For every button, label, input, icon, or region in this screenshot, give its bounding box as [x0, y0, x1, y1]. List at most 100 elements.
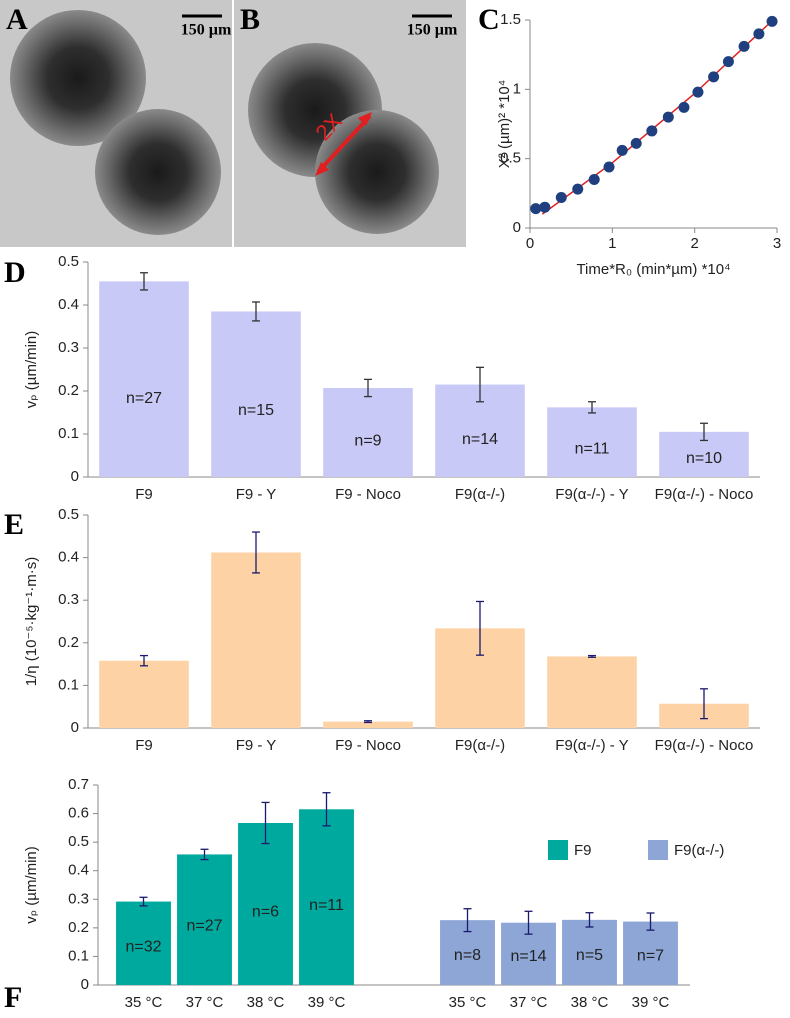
error-bar: [700, 688, 708, 720]
bar-annotation: n=14: [510, 948, 546, 965]
error-bar: [476, 366, 484, 403]
data-point: [753, 28, 765, 40]
y-tick-label: 0.6: [68, 805, 89, 822]
bar: [547, 656, 637, 728]
bar: [211, 552, 301, 728]
panel-label: C: [478, 3, 500, 36]
bar-annotation: n=32: [125, 939, 161, 956]
y-tick-label: 0.7: [68, 776, 89, 793]
bar: [238, 823, 293, 985]
x-tick-label: 2: [690, 235, 698, 252]
bar-annotation: n=9: [354, 433, 381, 450]
error-bar: [588, 401, 596, 414]
data-point: [603, 161, 615, 173]
bar: [323, 721, 413, 728]
y-tick-label: 0.1: [68, 947, 89, 964]
bar-annotation: n=15: [238, 402, 274, 419]
y-tick-label: 0.2: [68, 919, 89, 936]
y-tick-label: 0.4: [68, 862, 89, 879]
data-point: [616, 144, 628, 156]
bar: [116, 901, 171, 985]
y-tick-label: 0.5: [68, 833, 89, 850]
data-point: [722, 56, 734, 68]
legend-swatch: [648, 840, 668, 860]
y-axis-label: vₚ (µm/min): [23, 331, 40, 409]
y-axis-label: vₚ (µm/min): [23, 846, 40, 924]
bar: [299, 809, 354, 985]
error-bar: [364, 378, 372, 398]
bar-annotation: n=8: [454, 947, 481, 964]
bar-annotation: n=11: [575, 440, 610, 457]
error-bar: [200, 848, 209, 861]
y-tick-label: 0.4: [58, 549, 79, 566]
x-tick-label: 39 °C: [308, 994, 346, 1011]
x-tick-label: 35 °C: [125, 994, 163, 1011]
x-tick-label: 35 °C: [449, 994, 487, 1011]
data-point: [692, 86, 704, 98]
error-bar: [140, 654, 148, 667]
bar-annotation: n=27: [186, 917, 222, 934]
legend-label: F9(α-/-): [674, 842, 724, 859]
panel-label: A: [6, 3, 28, 36]
micrograph-b: [234, 0, 466, 247]
y-tick-label: 0.1: [58, 676, 79, 693]
y-axis-label: X² (µm)² *10⁴: [496, 80, 513, 168]
bar: [177, 854, 232, 985]
x-tick-label: F9(α-/-) - Noco: [655, 737, 754, 754]
panel-label: F: [4, 981, 22, 1014]
x-tick-label: F9 - Y: [236, 737, 277, 754]
x-tick-label: 38 °C: [571, 994, 609, 1011]
error-bar: [252, 301, 260, 322]
micrograph-a: [0, 0, 232, 247]
x-tick-label: F9: [135, 486, 153, 503]
legend-label: F9: [574, 842, 592, 859]
y-tick-label: 0.3: [58, 591, 79, 608]
y-tick-label: 0.4: [58, 296, 79, 313]
x-tick-label: 38 °C: [247, 994, 285, 1011]
error-bar: [463, 908, 472, 933]
data-point: [678, 101, 690, 113]
x-tick-label: 0: [526, 235, 534, 252]
x-tick-label: 39 °C: [632, 994, 670, 1011]
bar-annotation: n=14: [462, 431, 498, 448]
x-tick-label: 3: [773, 235, 781, 252]
y-tick-label: 0.5: [58, 253, 79, 270]
bar: [562, 919, 617, 985]
bar: [323, 387, 413, 477]
x-tick-label: F9(α-/-): [455, 486, 505, 503]
x-tick-label: F9 - Y: [236, 486, 277, 503]
y-tick-label: 0: [71, 468, 79, 485]
error-bar: [261, 801, 270, 845]
data-point: [766, 15, 778, 27]
x-tick-label: F9 - Noco: [335, 486, 401, 503]
data-point: [530, 203, 542, 215]
data-point: [662, 111, 674, 123]
y-tick-label: 0: [81, 976, 89, 993]
data-point: [572, 183, 584, 195]
error-bar: [524, 910, 533, 935]
y-tick-label: 1.5: [500, 11, 521, 28]
data-point: [708, 71, 720, 83]
y-tick-label: 0.3: [58, 339, 79, 356]
bar-annotation: n=5: [576, 947, 603, 964]
bar-annotation: n=6: [252, 903, 279, 920]
error-bar: [700, 422, 708, 442]
bar-annotation: n=11: [309, 897, 344, 914]
x-tick-label: F9(α-/-) - Y: [555, 737, 628, 754]
bar: [211, 311, 301, 477]
bar-annotation: n=7: [637, 948, 664, 965]
y-tick-label: 0.3: [68, 890, 89, 907]
x-tick-label: 37 °C: [186, 994, 224, 1011]
x-tick-label: F9: [135, 737, 153, 754]
y-tick-label: 0.2: [58, 382, 79, 399]
x-tick-label: 1: [608, 235, 616, 252]
bar: [623, 921, 678, 985]
scale-bar-label: 150 µm: [181, 22, 232, 39]
panel-label: D: [4, 256, 26, 289]
error-bar: [322, 792, 331, 827]
y-tick-label: 0.5: [500, 150, 521, 167]
data-point: [539, 201, 551, 213]
error-bar: [588, 654, 596, 658]
y-tick-label: 0.5: [58, 506, 79, 523]
